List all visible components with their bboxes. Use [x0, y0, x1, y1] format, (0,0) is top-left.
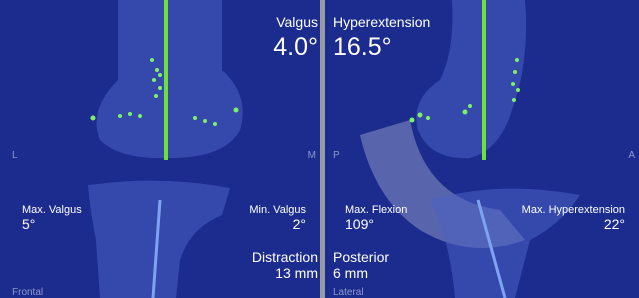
- divider: [320, 0, 325, 298]
- view-label: Lateral: [333, 287, 364, 298]
- angle-label: Hyperextension: [333, 14, 430, 30]
- femur-frontal: [97, 0, 243, 158]
- min-label: Min. Valgus: [249, 204, 306, 216]
- angle-value: 16.5°: [333, 33, 392, 61]
- max-value: 109°: [345, 216, 374, 232]
- gap-value: 6 mm: [333, 265, 368, 281]
- min-value: 2°: [293, 216, 306, 232]
- side-label: L: [12, 150, 18, 161]
- angle-value: 4.0°: [273, 33, 318, 61]
- side-label: A: [628, 150, 635, 161]
- max-label: Max. Valgus: [22, 204, 82, 216]
- side-label: M: [308, 150, 316, 161]
- side-label: P: [333, 150, 340, 161]
- min-label: Max. Hyperextension: [522, 204, 625, 216]
- max-value: 5°: [22, 216, 35, 232]
- angle-label: Valgus: [276, 14, 318, 30]
- max-label: Max. Flexion: [345, 204, 407, 216]
- min-value: 22°: [604, 216, 625, 232]
- navigation-screen: Valgus 4.0° L M Max. Valgus 5° Min. Valg…: [0, 0, 639, 298]
- gap-label: Distraction: [252, 249, 318, 265]
- view-label: Frontal: [12, 287, 43, 298]
- gap-value: 13 mm: [275, 265, 318, 281]
- gap-label: Posterior: [333, 249, 389, 265]
